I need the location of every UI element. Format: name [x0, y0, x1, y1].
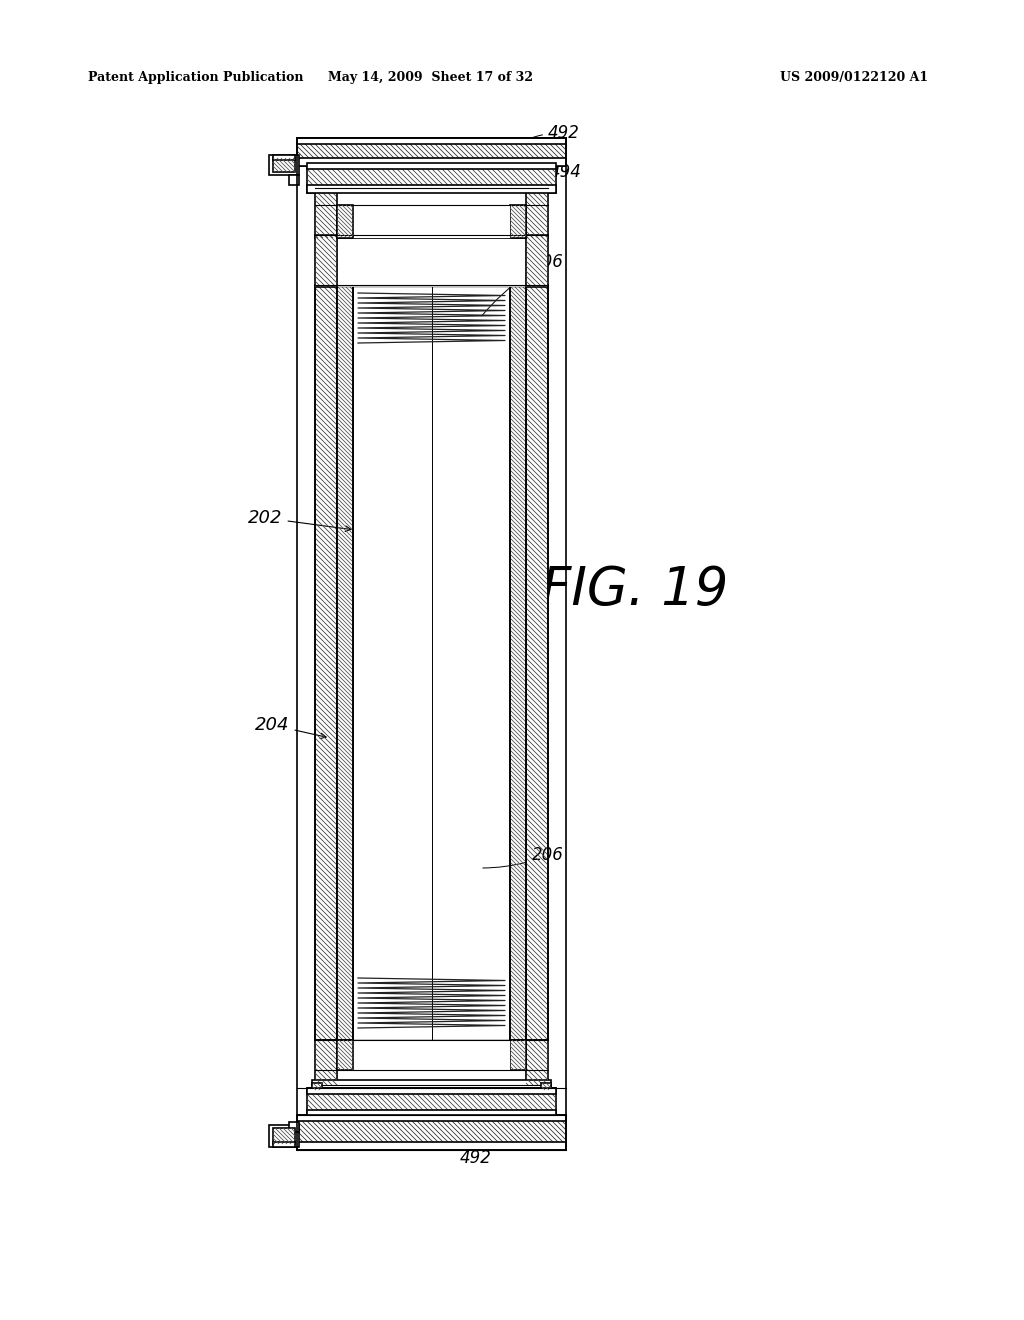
Bar [297, 1115, 566, 1121]
Text: 206: 206 [482, 846, 564, 869]
Bar [307, 162, 556, 169]
Bar [337, 1040, 353, 1071]
Bar [297, 1142, 566, 1150]
Bar [273, 158, 295, 172]
Bar [297, 158, 566, 166]
Bar [315, 1040, 337, 1085]
Bar [315, 235, 337, 286]
Bar [337, 205, 353, 238]
Text: 206: 206 [481, 253, 564, 315]
Bar [510, 205, 526, 238]
Bar [353, 205, 510, 238]
Text: FIG. 19: FIG. 19 [542, 564, 729, 616]
Bar [307, 1110, 556, 1118]
Bar [353, 285, 510, 1040]
Bar [312, 1082, 322, 1090]
Bar [312, 1080, 551, 1090]
Bar [289, 1122, 299, 1133]
Bar [273, 1129, 295, 1144]
Bar [526, 285, 548, 1040]
Bar [315, 285, 337, 1040]
Bar [307, 162, 556, 193]
Bar [273, 154, 295, 160]
Bar [526, 1040, 548, 1085]
Text: 494: 494 [469, 1081, 536, 1102]
Bar [541, 1082, 551, 1090]
Text: 492: 492 [454, 1138, 492, 1167]
Bar [337, 187, 526, 238]
Bar [315, 187, 548, 238]
Bar [289, 176, 299, 185]
Bar [510, 285, 526, 1040]
Bar [269, 154, 299, 176]
Bar [307, 185, 556, 193]
Bar [510, 1040, 526, 1071]
Bar [297, 139, 566, 144]
Bar [269, 1125, 299, 1147]
Bar [337, 285, 353, 1040]
Bar [337, 235, 526, 286]
Bar [307, 1088, 556, 1118]
Text: Patent Application Publication: Patent Application Publication [88, 71, 303, 84]
Text: 492: 492 [512, 124, 580, 147]
Text: May 14, 2009  Sheet 17 of 32: May 14, 2009 Sheet 17 of 32 [328, 71, 532, 84]
Text: 494: 494 [512, 162, 582, 190]
Text: 202: 202 [248, 510, 351, 532]
Bar [337, 1040, 526, 1085]
Bar [526, 235, 548, 286]
Text: 204: 204 [255, 715, 326, 739]
Bar [297, 139, 566, 166]
Bar [297, 1115, 566, 1150]
Text: US 2009/0122120 A1: US 2009/0122120 A1 [780, 71, 928, 84]
Bar [353, 1040, 510, 1071]
Bar [273, 1142, 295, 1147]
Text: 208: 208 [451, 1059, 524, 1082]
Bar [307, 1088, 556, 1094]
